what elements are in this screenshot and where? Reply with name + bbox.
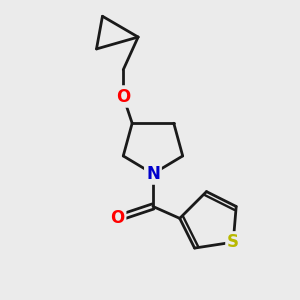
Text: O: O [116,88,130,106]
Text: O: O [116,88,130,106]
Text: N: N [146,165,160,183]
Text: O: O [110,209,124,227]
Text: S: S [227,233,239,251]
